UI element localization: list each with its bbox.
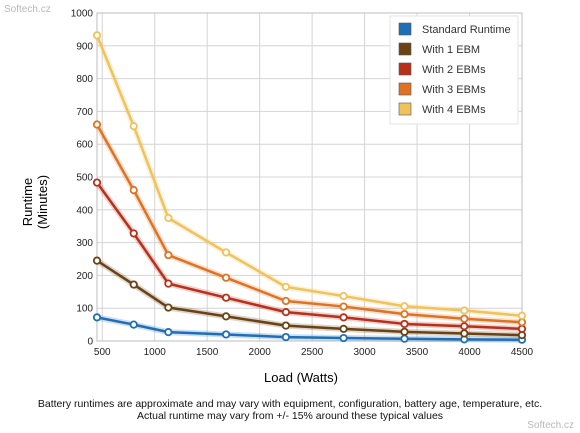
data-point xyxy=(339,302,348,311)
legend-item: With 2 EBMs xyxy=(398,62,486,76)
data-point xyxy=(164,213,173,223)
data-point xyxy=(221,273,231,282)
data-point xyxy=(164,250,173,260)
data-point xyxy=(339,324,348,333)
data-point xyxy=(92,256,102,265)
legend-label: With 3 EBMs xyxy=(422,84,486,96)
legend-item: With 4 EBMs xyxy=(398,102,486,116)
x-tick-label: 4500 xyxy=(511,347,534,358)
data-point xyxy=(400,334,409,343)
series-with-3-ebms xyxy=(92,120,527,327)
y-tick-label: 100 xyxy=(76,304,93,315)
data-point xyxy=(460,329,469,338)
x-tick-label: 1000 xyxy=(144,347,167,358)
watermark-bottom-right: Softech.cz xyxy=(527,420,574,431)
footnote-line2: Actual runtime may vary from +/- 15% aro… xyxy=(136,410,444,422)
y-tick-label: 700 xyxy=(76,107,93,118)
data-point xyxy=(339,291,348,301)
x-tick-label: 2000 xyxy=(249,347,272,358)
data-point xyxy=(164,328,173,337)
data-point xyxy=(281,321,290,330)
plot-area: 0 100 200 300 400 500 600 700 800 900 1000 500 1000 1… xyxy=(71,9,534,359)
data-point xyxy=(517,324,527,333)
legend-label: With 1 EBM xyxy=(422,44,480,56)
data-point xyxy=(129,186,138,195)
data-point xyxy=(517,311,527,320)
plot-frame xyxy=(96,12,523,342)
data-point xyxy=(281,282,290,291)
data-point xyxy=(339,333,348,343)
data-point xyxy=(281,308,290,317)
y-tick-label: 400 xyxy=(76,205,93,216)
data-point xyxy=(221,330,231,339)
y-tick-label: 500 xyxy=(76,173,93,184)
data-point xyxy=(460,306,469,315)
y-tick-label: 1000 xyxy=(71,9,94,20)
data-point xyxy=(281,296,290,306)
y-tick-label: 800 xyxy=(76,74,93,85)
x-tick-label: 500 xyxy=(94,347,111,358)
data-point xyxy=(460,314,469,323)
y-axis-title: Runtime (Minutes) xyxy=(20,175,50,229)
x-axis-title: Load (Watts) xyxy=(264,370,338,385)
legend-swatch xyxy=(398,82,412,96)
series-standard-runtime xyxy=(92,313,527,344)
legend-swatch xyxy=(398,42,412,56)
watermark-top-left: Softech.cz xyxy=(4,4,51,15)
y-axis-title-line1: Runtime xyxy=(20,178,35,226)
data-point xyxy=(92,178,102,187)
x-tick-label: 1500 xyxy=(196,347,219,358)
data-point xyxy=(129,320,138,329)
data-point xyxy=(129,229,138,238)
y-tick-label: 600 xyxy=(76,140,93,151)
data-point xyxy=(92,31,102,40)
legend: Standard Runtime With 1 EBM With 2 EBMs Wit… xyxy=(389,15,519,125)
data-point xyxy=(517,318,527,327)
data-point xyxy=(164,303,173,312)
data-point xyxy=(339,313,348,322)
data-point xyxy=(400,302,409,311)
data-point xyxy=(221,248,231,257)
data-point xyxy=(400,327,409,336)
series-with-4-ebms xyxy=(92,31,527,320)
y-tick-label: 200 xyxy=(76,271,93,282)
data-point xyxy=(281,332,290,342)
legend-item: With 3 EBMs xyxy=(398,82,486,96)
legend-swatch xyxy=(398,102,412,116)
series-with-1-ebm xyxy=(92,256,527,340)
y-axis-title-line2: (Minutes) xyxy=(35,175,50,229)
x-tick-label: 4000 xyxy=(458,347,481,358)
data-point xyxy=(129,122,138,131)
data-point xyxy=(92,313,102,322)
y-tick-label: 300 xyxy=(76,238,93,249)
legend-swatch xyxy=(398,62,412,76)
data-point xyxy=(460,322,469,331)
y-tick-label: 900 xyxy=(76,41,93,52)
data-point xyxy=(164,279,173,288)
data-point xyxy=(129,280,138,289)
footnote-line1: Battery runtimes are approximate and may… xyxy=(37,398,543,410)
data-point xyxy=(400,319,409,329)
x-tick-label: 3500 xyxy=(406,347,429,358)
legend-swatch xyxy=(398,22,412,36)
legend-label: With 4 EBMs xyxy=(422,104,486,116)
x-tick-label: 2500 xyxy=(301,347,324,358)
x-tick-label: 3000 xyxy=(353,347,376,358)
legend-label: Standard Runtime xyxy=(422,24,511,36)
data-point xyxy=(221,293,231,302)
legend-item: With 1 EBM xyxy=(398,42,480,56)
y-tick-label: 0 xyxy=(87,337,93,348)
data-point xyxy=(92,120,102,129)
legend-label: With 2 EBMs xyxy=(422,64,486,76)
legend-box xyxy=(389,15,519,125)
series-with-2-ebms xyxy=(92,178,527,333)
data-point xyxy=(400,310,409,319)
legend-item: Standard Runtime xyxy=(398,22,511,36)
data-point xyxy=(221,312,231,321)
